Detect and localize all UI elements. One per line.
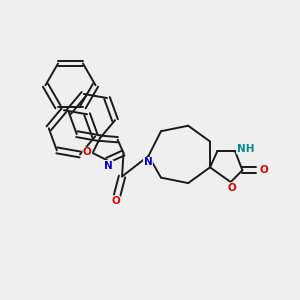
Text: N: N <box>104 160 113 171</box>
Text: O: O <box>83 147 92 158</box>
Text: O: O <box>260 165 268 175</box>
Text: NH: NH <box>237 144 254 154</box>
Text: O: O <box>228 183 236 193</box>
Text: O: O <box>111 196 120 206</box>
Text: N: N <box>144 158 152 167</box>
